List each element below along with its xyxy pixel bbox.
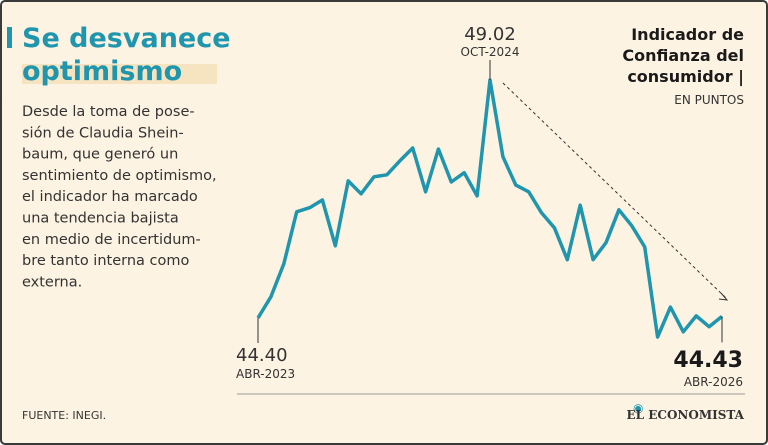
headline-highlight xyxy=(22,64,217,84)
chart-subtitle: EN PUNTOS xyxy=(674,93,744,107)
value-label: 44.40 xyxy=(236,345,288,366)
description: en medio de incertidum- xyxy=(22,232,201,248)
headline: Se desvanece xyxy=(22,23,231,54)
description: Desde la toma de pose- xyxy=(22,104,195,120)
chart-title: Confianza del xyxy=(622,46,744,65)
brand: EL ECONOMISTA xyxy=(627,408,745,422)
description: sión de Claudia Shein- xyxy=(22,125,184,141)
description: baum, que generó un xyxy=(22,147,178,163)
trend-arrowhead xyxy=(718,292,729,301)
description: externa. xyxy=(22,274,82,290)
description: bre tanto interna como xyxy=(22,253,189,269)
category-label: OCT-2024 xyxy=(461,45,520,59)
accent-bar xyxy=(7,27,12,48)
brand-icon: ◉ xyxy=(633,401,643,415)
trend-arrow xyxy=(502,82,727,299)
chart-title: Indicador de xyxy=(631,25,744,44)
description: una tendencia bajista xyxy=(22,211,179,227)
category-label: ABR-2023 xyxy=(236,367,295,381)
description: sentimiento de optimismo, xyxy=(22,168,217,184)
headline: optimismo xyxy=(22,56,182,87)
chart-title: consumidor | xyxy=(627,67,744,87)
description: el indicador ha marcado xyxy=(22,189,198,205)
value-label: 49.02 xyxy=(464,24,516,45)
value-label: 44.43 xyxy=(673,348,743,373)
category-label: ABR-2026 xyxy=(684,375,743,389)
source: FUENTE: INEGI. xyxy=(22,409,106,422)
